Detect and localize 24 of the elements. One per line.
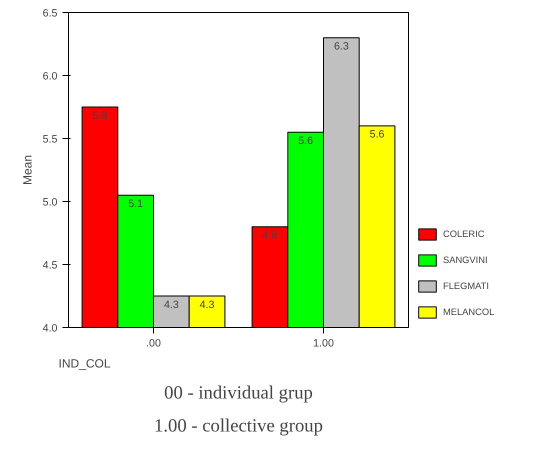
- x-tick-label: 1.00: [313, 338, 334, 350]
- y-tick-label: 4.5: [42, 260, 58, 272]
- y-tick-label: 4.0: [42, 322, 58, 334]
- y-tick-label: 5.0: [42, 196, 58, 208]
- data-label: 5.8: [92, 110, 108, 122]
- data-label: 5.6: [298, 134, 314, 147]
- text: 1.00 - collective group: [154, 416, 323, 436]
- legend-label: SANGVINI: [443, 255, 488, 265]
- data-label: 4.8: [262, 229, 278, 242]
- data-label: 6.3: [334, 40, 349, 52]
- data-label: 4.3: [164, 298, 179, 311]
- data-label: 4.3: [200, 298, 215, 311]
- y-tick-label: 6.0: [42, 70, 58, 82]
- legend-label: MELANCOL: [443, 307, 494, 317]
- x-axis-title: IND_COL: [58, 356, 111, 370]
- legend-label: FLEGMATI: [443, 281, 489, 291]
- y-tick-label: 5.5: [42, 134, 58, 146]
- legend-label: COLERIC: [443, 229, 484, 239]
- data-label: 5.6: [370, 128, 385, 141]
- y-tick-label: 6.5: [42, 8, 58, 20]
- x-tick-label: .00: [146, 338, 161, 350]
- text: 00 - individual grup: [164, 382, 313, 404]
- y-axis-title: Mean: [20, 154, 35, 186]
- data-label: 5.1: [128, 198, 144, 210]
